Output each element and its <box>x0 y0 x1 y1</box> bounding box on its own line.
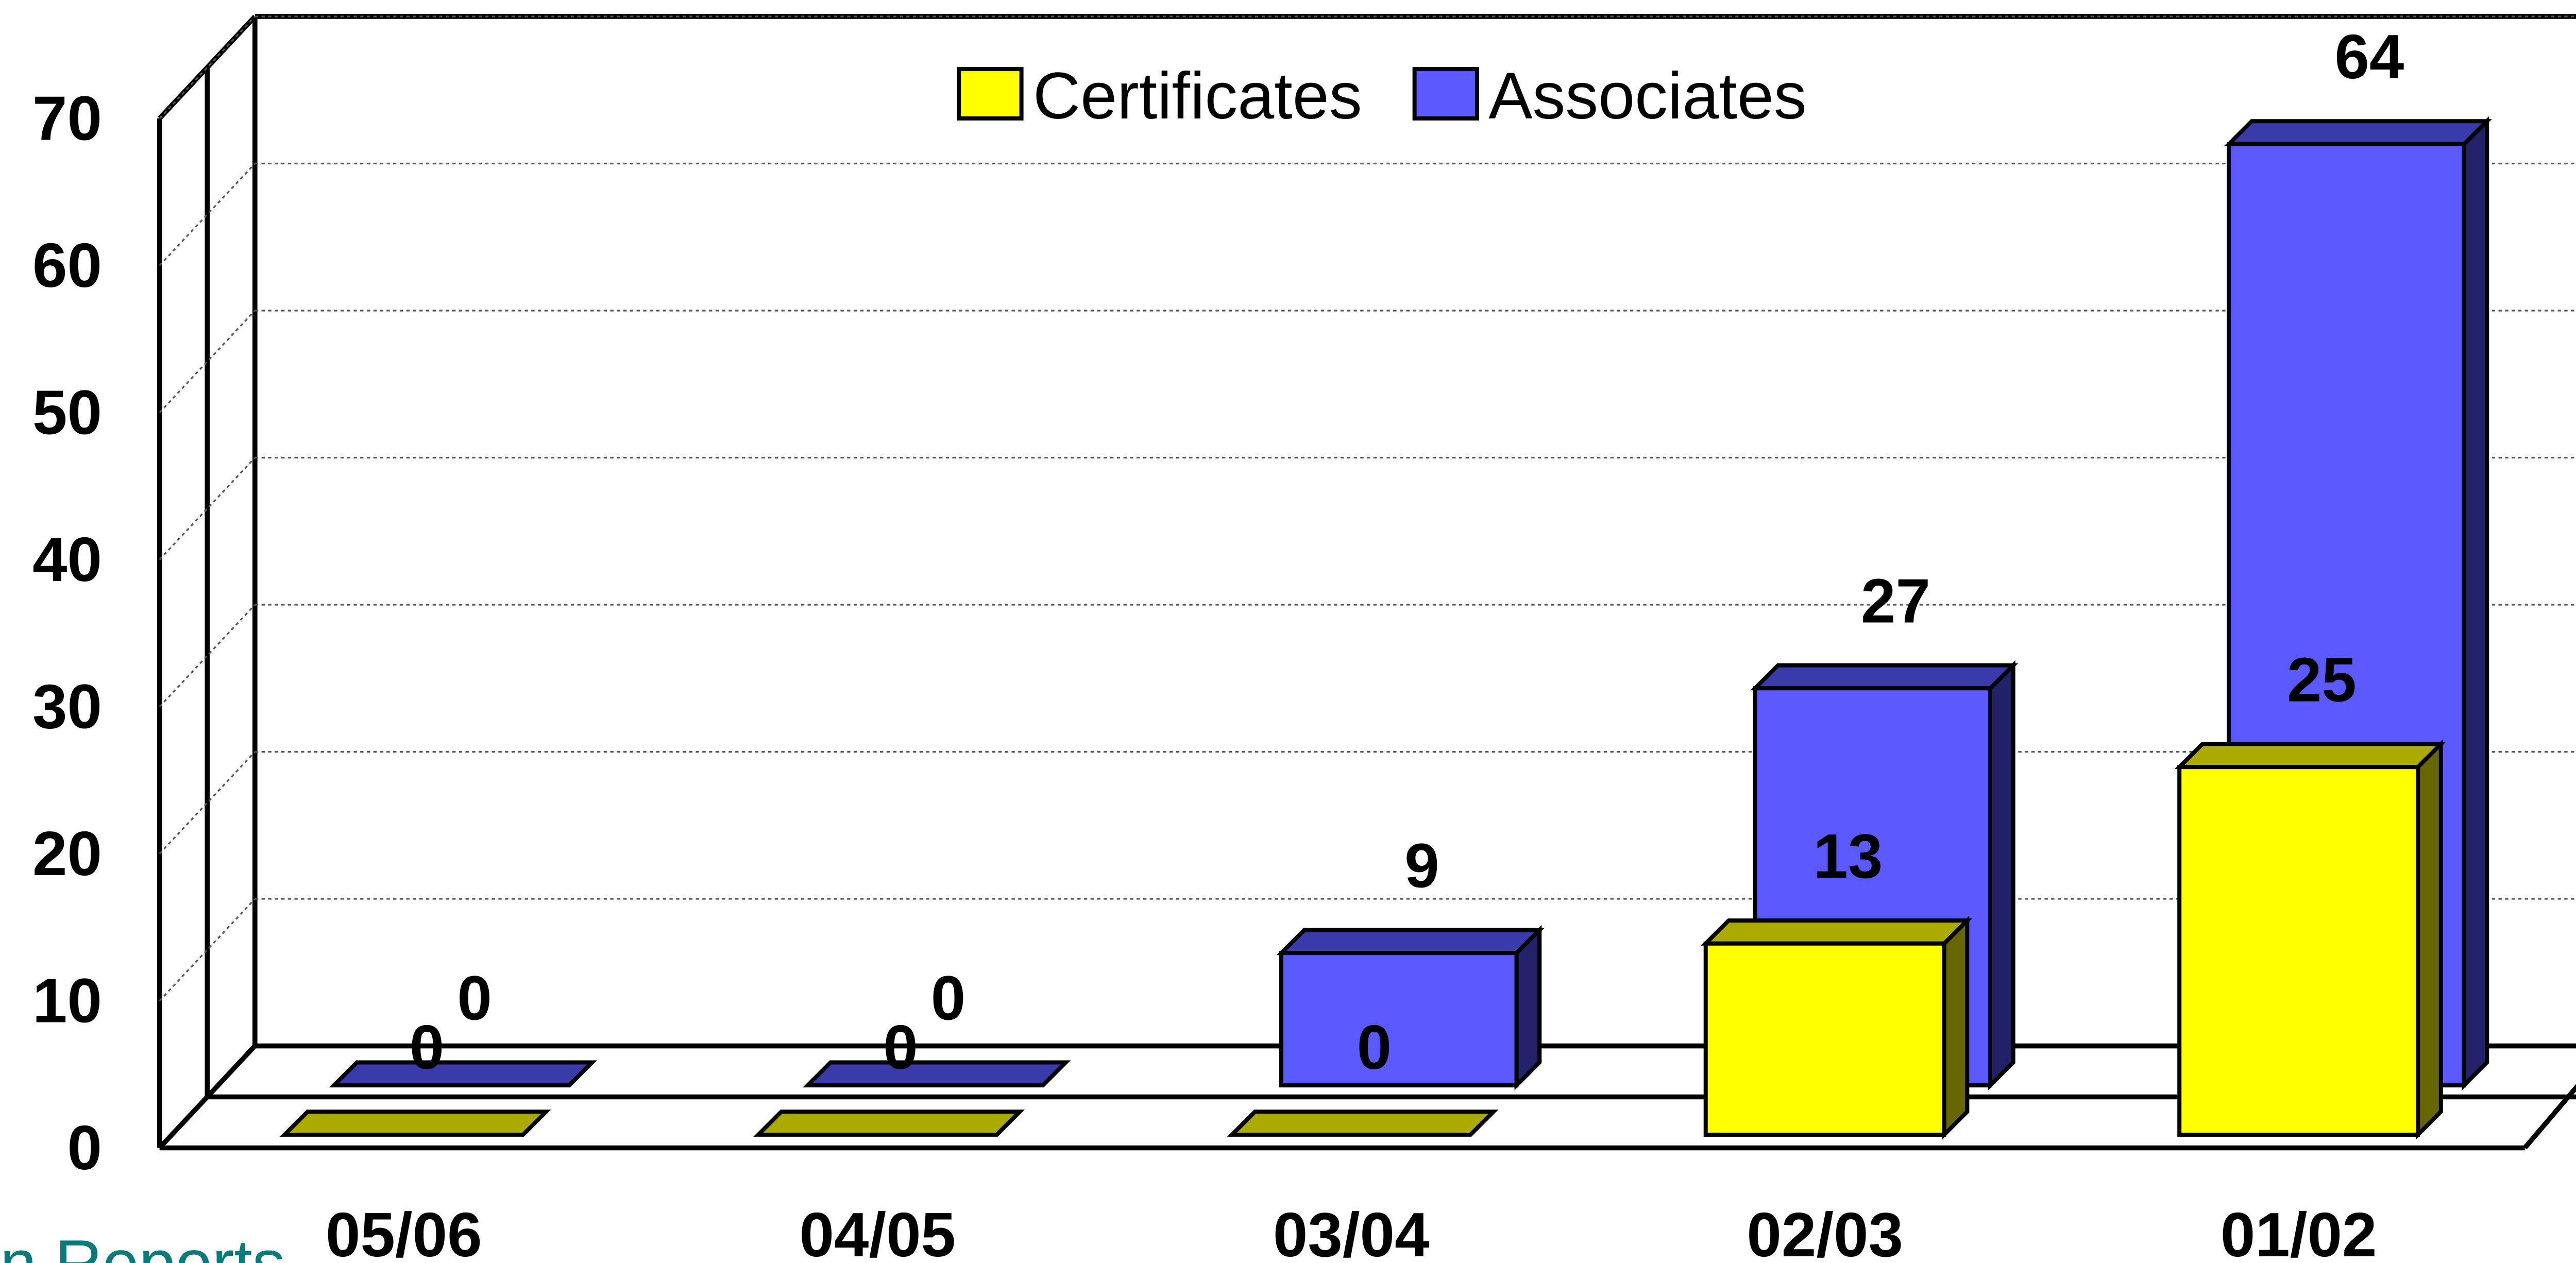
legend-swatch <box>1412 67 1479 121</box>
floor-left <box>158 1044 257 1150</box>
legend-swatch <box>957 67 1024 121</box>
value-label: 0 <box>931 963 965 1033</box>
y-tick-label: 0 <box>67 1113 101 1183</box>
value-label: 64 <box>2334 22 2404 92</box>
bar-side <box>1942 915 1970 1140</box>
y-tick-label: 50 <box>32 377 102 447</box>
y-tick-label: 20 <box>32 818 102 889</box>
value-label: 0 <box>1357 1012 1392 1082</box>
y-tick-label: 30 <box>32 671 102 741</box>
bar-side <box>1988 660 2015 1090</box>
y-tick-label: 40 <box>32 524 102 594</box>
x-tick-label: 04/05 <box>799 1200 956 1263</box>
value-label: 27 <box>1861 566 1930 636</box>
value-label: 0 <box>457 963 492 1033</box>
bar-side <box>2462 116 2489 1090</box>
x-tick-label: 05/06 <box>326 1200 482 1263</box>
bar-top <box>802 1060 1071 1088</box>
bar-side <box>1514 925 1542 1090</box>
bar-top <box>1276 928 1545 955</box>
bar <box>2177 765 2420 1137</box>
value-label: 0 <box>410 1012 444 1082</box>
bar-top <box>329 1060 597 1088</box>
bar-top <box>753 1110 1025 1137</box>
y-tick-label: 60 <box>32 230 102 300</box>
bar <box>1703 941 1946 1137</box>
bar-top <box>2174 742 2446 770</box>
bar-top <box>1750 663 2019 691</box>
bar-top <box>2224 119 2492 146</box>
bar-top <box>1227 1110 1499 1137</box>
value-label: 9 <box>1404 830 1439 900</box>
value-label: 0 <box>883 1012 918 1082</box>
x-tick-label: 03/04 <box>1273 1200 1430 1263</box>
note: n Reports <box>0 1227 285 1263</box>
y-tick-label: 70 <box>32 83 102 153</box>
floor-right <box>2522 1084 2576 1150</box>
x-tick-label: 01/02 <box>2221 1200 2377 1263</box>
value-label: 13 <box>1813 821 1883 891</box>
y-tick-label: 10 <box>32 965 102 1035</box>
wall-top <box>158 14 257 121</box>
bar <box>1279 951 1519 1088</box>
value-label: 25 <box>2287 644 2357 714</box>
x-tick-label: 02/03 <box>1747 1200 1903 1263</box>
bar-top <box>1701 918 1972 946</box>
legend-label: Certificates <box>1033 59 1362 133</box>
bar-side <box>2416 739 2443 1140</box>
bar-top <box>279 1110 551 1137</box>
legend-label: Associates <box>1488 59 1806 133</box>
